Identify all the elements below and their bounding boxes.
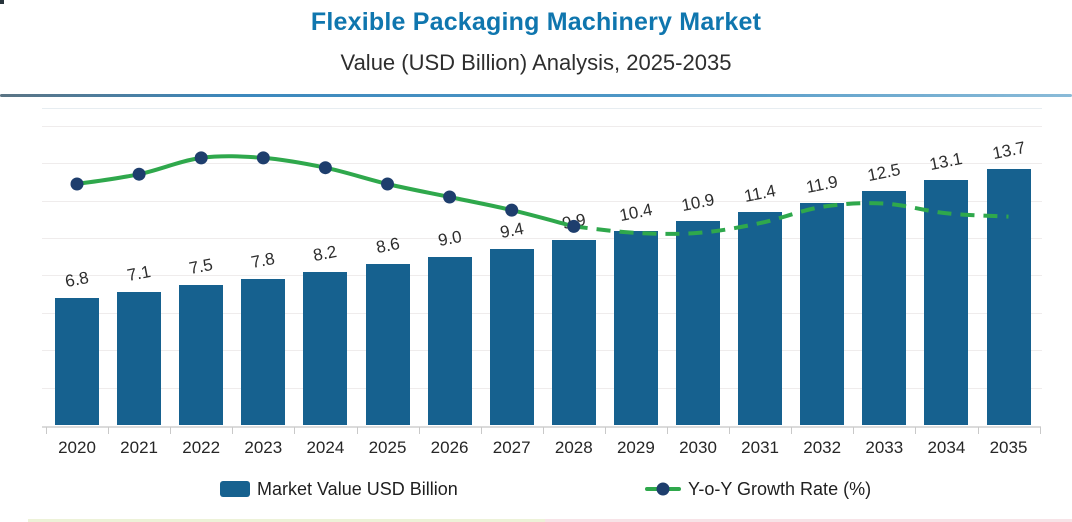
bar-2030 (676, 221, 720, 425)
x-tick-label-2025: 2025 (368, 438, 407, 457)
bar-2033 (862, 191, 907, 426)
line-marker-2027 (505, 203, 519, 217)
line-marker-2025 (381, 177, 394, 191)
x-tick-label-2031: 2031 (741, 438, 779, 457)
bar-value-label-2024: 8.2 (311, 241, 339, 265)
bar-2028 (551, 239, 596, 425)
x-tick-label-2029: 2029 (616, 438, 655, 457)
growth-line-solid-segment (75, 154, 576, 229)
header-divider (0, 94, 1072, 97)
bar-2027 (489, 249, 534, 425)
bar-2022 (179, 284, 224, 426)
bar-value-label-2020: 6.8 (63, 267, 91, 291)
x-tick-label-2028: 2028 (554, 438, 593, 457)
page-subtitle: Value (USD Billion) Analysis, 2025-2035 (340, 50, 732, 75)
bottom-accent-left (28, 519, 545, 522)
x-tick-label-2030: 2030 (679, 438, 717, 457)
bar-value-label-2022: 7.5 (187, 254, 215, 278)
bar-2031 (738, 211, 783, 425)
bar-value-label-2027: 9.4 (498, 219, 526, 243)
bar-value-label-2030: 10.9 (679, 190, 716, 216)
x-axis-tick (791, 427, 793, 434)
x-axis-tick (418, 427, 420, 434)
x-axis-tick (356, 427, 358, 434)
x-axis-tick (915, 427, 917, 434)
line-marker-2021 (132, 167, 146, 181)
corner-artifact (0, 0, 4, 4)
bar-value-label-2025: 8.6 (373, 234, 401, 258)
x-axis-tick (1039, 427, 1041, 434)
legend-label-market-value: Market Value USD Billion (257, 478, 458, 499)
x-axis-tick (853, 427, 855, 434)
x-axis-tick (480, 427, 482, 434)
x-tick-label-2034: 2034 (927, 438, 966, 457)
bar-value-label-2028: 9.9 (560, 209, 588, 233)
legend-item-growth-rate: Y-o-Y Growth Rate (%) (645, 478, 871, 500)
bar-value-label-2021: 7.1 (125, 262, 153, 286)
bar-value-label-2034: 13.1 (928, 149, 965, 174)
bar-2035 (986, 168, 1031, 425)
bar-2034 (924, 180, 969, 425)
x-axis-tick (729, 427, 731, 434)
x-tick-label-2026: 2026 (430, 438, 469, 457)
gridline (42, 312, 1042, 314)
legend-label-growth-rate: Y-o-Y Growth Rate (%) (688, 478, 872, 499)
bar-2020 (55, 297, 99, 425)
bar-2029 (613, 230, 658, 425)
bar-2025 (365, 264, 410, 425)
bottom-accent-right (545, 519, 1072, 522)
gridline-top (42, 108, 1042, 109)
x-tick-label-2021: 2021 (120, 438, 158, 457)
page-title: Flexible Packaging Machinery Market (310, 8, 762, 36)
bar-swatch-icon (220, 481, 250, 497)
x-axis-tick (667, 427, 668, 434)
bar-2032 (800, 202, 845, 425)
bar-2023 (241, 279, 286, 425)
bar-value-label-2032: 11.9 (804, 171, 840, 197)
x-axis-tick (294, 427, 296, 434)
x-axis-tick (542, 427, 544, 434)
gridline (42, 387, 1042, 389)
x-tick-label-2023: 2023 (244, 438, 283, 457)
bar-2026 (427, 256, 472, 425)
gridline (42, 125, 1042, 127)
x-tick-label-2020: 2020 (58, 438, 96, 457)
bar-value-label-2033: 12.5 (866, 160, 903, 186)
x-axis-tick (604, 427, 606, 434)
line-marker-2020 (70, 177, 84, 191)
x-axis-line (42, 426, 1041, 428)
bar-value-label-2026: 9.0 (436, 226, 463, 250)
gridline (42, 350, 1042, 352)
gridline (42, 275, 1042, 277)
x-tick-label-2027: 2027 (492, 438, 531, 457)
marker-dot-icon (656, 482, 670, 496)
legend-item-market-value: Market Value USD Billion (220, 478, 458, 500)
bar-value-label-2035: 13.7 (990, 137, 1027, 163)
bar-2021 (117, 292, 162, 425)
gridline (42, 238, 1042, 239)
x-tick-label-2024: 2024 (306, 438, 345, 457)
x-tick-label-2032: 2032 (803, 438, 842, 457)
x-tick-label-2035: 2035 (989, 438, 1028, 457)
x-axis-tick (170, 427, 172, 434)
x-axis-tick (232, 427, 234, 434)
bar-value-label-2031: 11.4 (742, 180, 778, 206)
bar-2024 (303, 271, 348, 425)
x-tick-label-2033: 2033 (865, 438, 904, 457)
x-tick-label-2022: 2022 (182, 438, 221, 457)
x-axis-tick (108, 427, 110, 434)
bar-value-label-2023: 7.8 (249, 249, 277, 273)
x-axis-tick (977, 427, 979, 434)
x-axis-tick (46, 427, 47, 434)
line-marker-swatch-icon (645, 482, 681, 496)
legend: Market Value USD Billion Y-o-Y Growth Ra… (0, 478, 1072, 504)
